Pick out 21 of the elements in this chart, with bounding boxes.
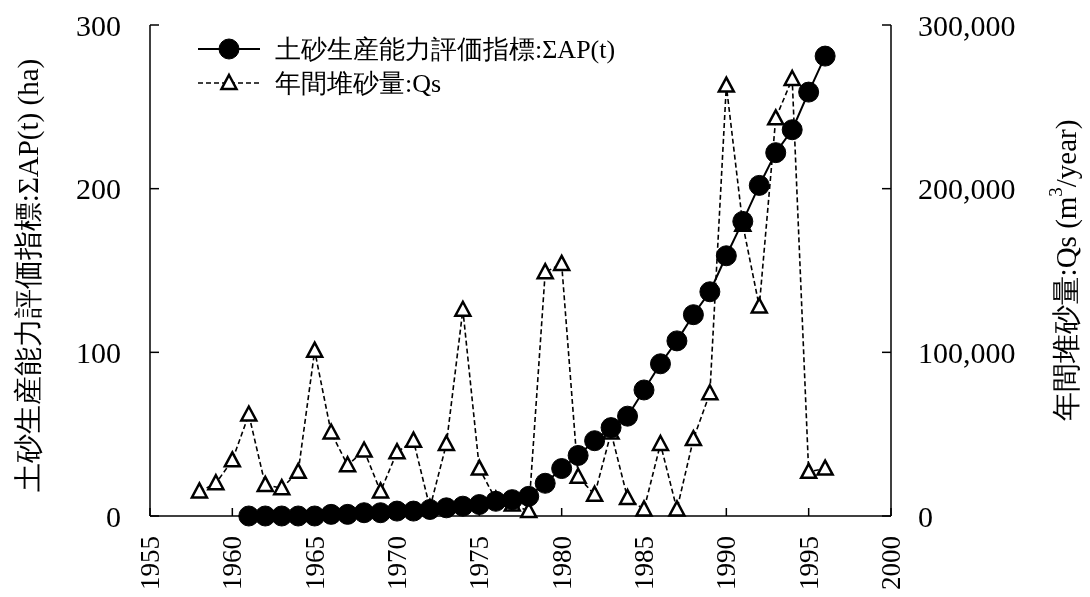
- y2-tick-label: 100,000: [918, 335, 1016, 369]
- x-tick-label: 1960: [217, 536, 248, 590]
- x-tick-label: 2000: [876, 536, 906, 590]
- y-tick-label: 0: [106, 499, 121, 533]
- x-tick-label: 1955: [135, 536, 165, 590]
- y-tick-label: 200: [76, 172, 121, 206]
- y-tick-label: 100: [76, 335, 121, 369]
- legend-label: 土砂生産能力評価指標:ΣAP(t): [275, 34, 616, 64]
- x-tick-label: 1980: [546, 536, 577, 590]
- x-tick-label: 1965: [299, 536, 330, 590]
- y-tick-label: 300: [76, 8, 121, 42]
- x-tick-label: 1990: [711, 536, 742, 590]
- y2-tick-label: 300,000: [918, 8, 1016, 42]
- legend-label: 年間堆砂量:Qs: [275, 68, 442, 98]
- x-tick-label: 1970: [382, 536, 412, 590]
- y-axis-title: 土砂生産能力評価指標:ΣAP(t) (ha): [12, 58, 45, 493]
- x-tick-label: 1985: [629, 536, 659, 590]
- x-tick-label: 1975: [464, 536, 495, 590]
- x-tick-label: 1995: [793, 536, 824, 590]
- y2-tick-label: 0: [918, 499, 933, 533]
- y2-tick-label: 200,000: [918, 172, 1016, 206]
